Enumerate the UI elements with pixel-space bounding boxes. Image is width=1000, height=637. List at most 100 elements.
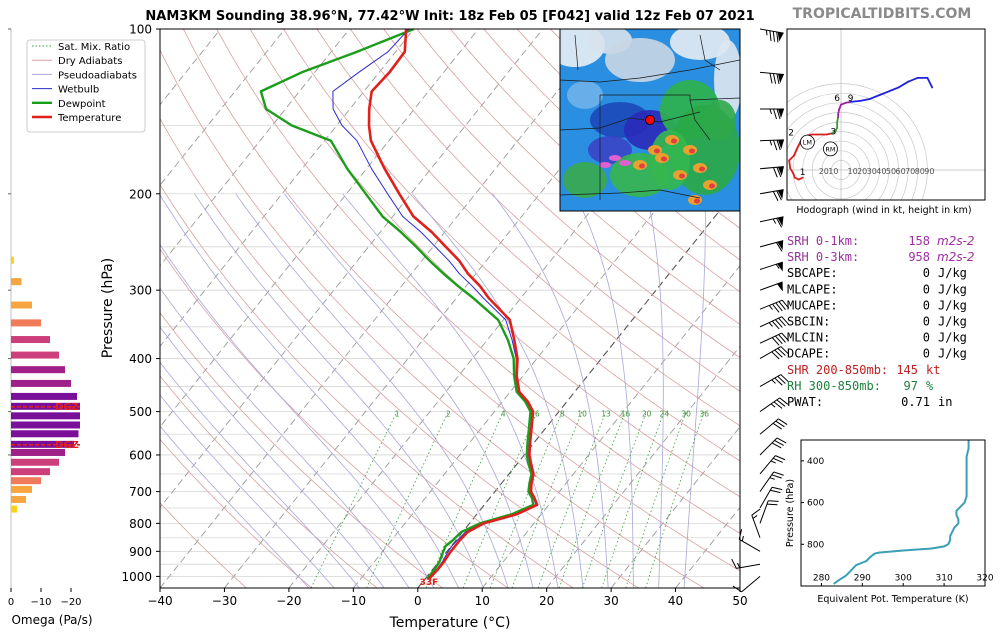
barb-full [778,301,786,310]
map-mix-core [639,163,645,169]
hodo-ring-label: 90 [924,167,934,176]
barb-full [769,73,773,84]
theta-e-xlabel: Equivalent Pot. Temperature (K) [817,594,968,605]
dry-adiabat [283,29,740,462]
barb-flag [777,139,784,149]
map-mix-core [654,148,660,154]
map-mix-core [694,198,700,204]
index-unit: J/kg [938,266,967,280]
omega-bar [11,392,77,400]
barb-full [771,486,783,491]
barb-flag [778,108,784,118]
index-value: 958 [908,250,930,264]
hodo-ring-label: 70 [905,167,915,176]
index-unit: m2s-2 [937,250,975,264]
theta-e-ylabel: Pressure (hPa) [785,479,796,547]
map-border [560,59,740,83]
barb-half [771,379,776,384]
wind-barb [759,189,784,201]
wind-barb [759,139,785,151]
barb-staff [759,500,769,524]
wind-barb [759,216,784,228]
dry-adiabat [249,29,740,498]
legend-label: Wetbulb [58,85,99,96]
theta-e-ytick-label: 800 [807,540,824,550]
map-ice-area [609,155,621,161]
barb-full [774,377,783,386]
omega-bar [11,402,80,410]
barb-full [776,31,779,43]
barb-full [781,299,790,309]
hodo-segment [878,90,890,97]
mixing-ratio-line [601,411,665,588]
pseudoadiabat [235,193,509,588]
hodo-height-label: 2 [788,128,794,138]
dgz-label: DGZ [55,440,79,451]
wind-barb [759,299,790,313]
index-value: 0 [923,282,930,296]
hodo-height-label: 9 [848,94,854,104]
theta-e-line [833,440,970,585]
barb-staff [741,576,761,593]
barb-half [768,322,773,327]
barb-full [775,335,783,345]
barb-full [776,167,782,178]
map-ice-area [619,160,631,166]
index-value: 0.71 [901,395,930,409]
isotherm [160,29,608,588]
skewt-xtick-label: 50 [732,594,747,608]
barb-half [770,460,776,464]
skewt-ytick-label: 600 [129,448,152,462]
omega-bar [11,301,32,309]
barb-full [775,242,783,252]
barb-staff [759,216,784,223]
temperature-line [367,29,539,580]
barb-staff [759,332,782,344]
omega-bar [11,458,59,466]
dry-adiabat [160,438,313,588]
skewt-ytick-label: 400 [129,352,152,366]
map-precip-area [563,162,607,198]
omega-bar [11,495,26,503]
omega-bar [11,477,41,485]
mixing-ratio-label: 36 [700,409,710,418]
theta-e-xtick-label: 280 [813,574,830,584]
wind-barb [759,166,784,178]
index-unit: % [926,379,934,393]
index-label: DCAPE: [787,347,830,361]
barb-flag [777,32,784,42]
omega-bar [11,379,71,387]
barb-full [773,401,783,409]
wind-barb [759,471,784,492]
hodo-ring-label: 30 [867,167,877,176]
skewt-xtick-label: 30 [603,594,618,608]
barb-full [774,349,783,358]
hodo-segment [888,86,900,93]
barb-full [779,397,789,405]
dry-adiabat [160,49,705,588]
dry-adiabat [160,248,509,588]
skewt-ytick-label: 200 [129,187,152,201]
index-label: MLCAPE: [787,282,838,296]
skewt-ylabel: Pressure (hPa) [100,258,116,358]
barb-half [772,218,777,224]
brand-watermark: TROPICALTIDBITS.COM [793,6,972,22]
barb-staff [759,455,776,475]
pseudoadiabat [574,193,634,588]
hodo-ring-label: 80 [915,167,925,176]
map-mix-core [671,138,677,144]
dry-adiabat [216,29,740,534]
barb-full [766,503,778,506]
pseudoadiabat [160,243,435,588]
omega-bar [11,421,80,429]
barb-full [772,422,783,430]
hodo-height-label: 1 [800,168,806,178]
index-value: 0 [923,347,930,361]
skewt-legend: Sat. Mix. Ratio Dry Adiabats Pseudoadiabat… [26,39,146,133]
barb-staff [759,397,780,413]
skewt-xlabel: Temperature (°C) [389,615,511,631]
map-border [600,94,740,101]
skewt-ytick-label: 800 [129,517,152,531]
barb-full [751,508,761,516]
barb-full [776,139,781,151]
